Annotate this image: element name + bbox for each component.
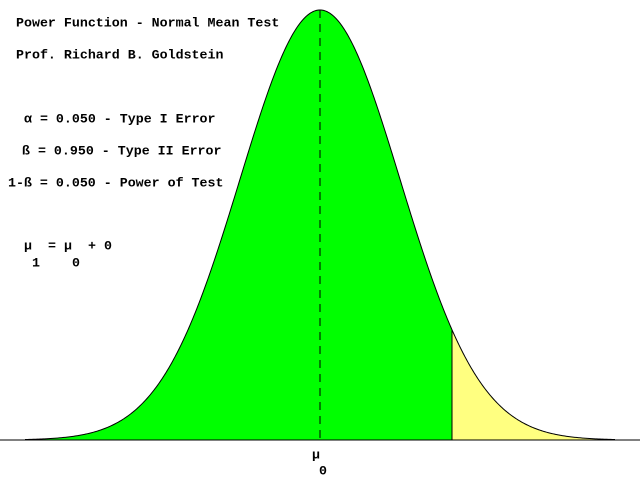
alpha-stat: α = 0.050 - Type I Error [24,112,216,127]
hypothesis-sub1: 1 [32,256,40,271]
author: Prof. Richard B. Goldstein [16,48,223,63]
hypothesis-offset: + 0 [88,239,112,254]
hypothesis-mu0: μ [64,239,72,254]
hypothesis-equals: = [48,239,56,254]
rejection-region [452,329,615,440]
beta-stat: ß = 0.950 - Type II Error [22,144,222,159]
power-stat: 1-ß = 0.050 - Power of Test [8,176,223,191]
hypothesis-sub0: 0 [72,256,80,271]
axis-label: μ [312,448,320,463]
acceptance-region [25,10,452,440]
axis-subscript: 0 [319,464,327,479]
title: Power Function - Normal Mean Test [16,16,279,31]
hypothesis-mu1: μ [24,239,32,254]
